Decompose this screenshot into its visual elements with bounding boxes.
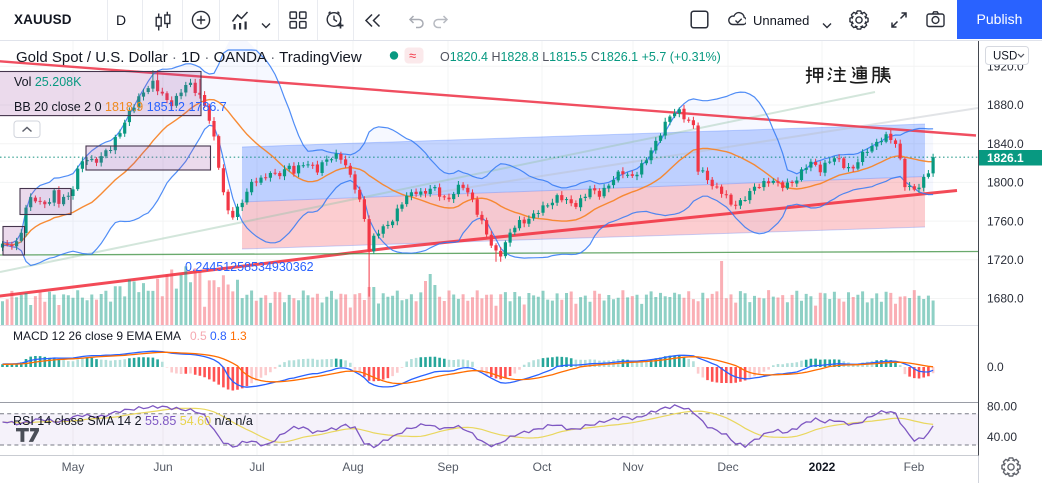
svg-text:Sep: Sep [437,460,459,474]
svg-text:Aug: Aug [342,460,363,474]
svg-text:Feb: Feb [904,460,925,474]
svg-text:RSI 14 close SMA 14 2 55.85 54: RSI 14 close SMA 14 2 55.85 54.60 n/a n/… [13,414,253,428]
svg-text:Jun: Jun [153,460,172,474]
svg-text:Gold Spot / U.S. Dollar · 1D ·: Gold Spot / U.S. Dollar · 1D · OANDA · T… [16,49,362,66]
svg-text:1800.0: 1800.0 [987,176,1024,190]
svg-text:2022: 2022 [809,460,836,474]
svg-text:0.0: 0.0 [987,360,1004,374]
svg-text:USD: USD [993,51,1017,63]
svg-text:1760.0: 1760.0 [987,214,1024,228]
svg-text:1826.1: 1826.1 [987,151,1024,165]
svg-text:1680.0: 1680.0 [987,292,1024,306]
svg-text:1880.0: 1880.0 [987,98,1024,112]
svg-text:Vol 25.208K: Vol 25.208K [14,75,82,89]
svg-text:May: May [62,460,85,474]
svg-text:BB 20 close 2 0 1818.9 1851.2: BB 20 close 2 0 1818.9 1851.2 1786.7 [14,100,227,114]
svg-text:0.5 0.8 1.3: 0.5 0.8 1.3 [190,329,247,343]
svg-text:1720.0: 1720.0 [987,253,1024,267]
svg-text:Jul: Jul [249,460,264,474]
svg-text:Dec: Dec [717,460,738,474]
svg-text:≈: ≈ [409,48,416,63]
svg-text:O1820.4 H1828.8 L1815.5 C1826.: O1820.4 H1828.8 L1815.5 C1826.1 +5.7 (+0… [440,50,721,64]
svg-text:Nov: Nov [622,460,643,474]
svg-text:Oct: Oct [533,460,552,474]
svg-text:80.00: 80.00 [987,400,1017,414]
svg-text:0.24451258534930362: 0.24451258534930362 [185,260,314,274]
svg-text:MACD 12 26 close 9 EMA EMA: MACD 12 26 close 9 EMA EMA [13,329,181,343]
svg-text:40.00: 40.00 [987,430,1017,444]
svg-text:1840.0: 1840.0 [987,137,1024,151]
